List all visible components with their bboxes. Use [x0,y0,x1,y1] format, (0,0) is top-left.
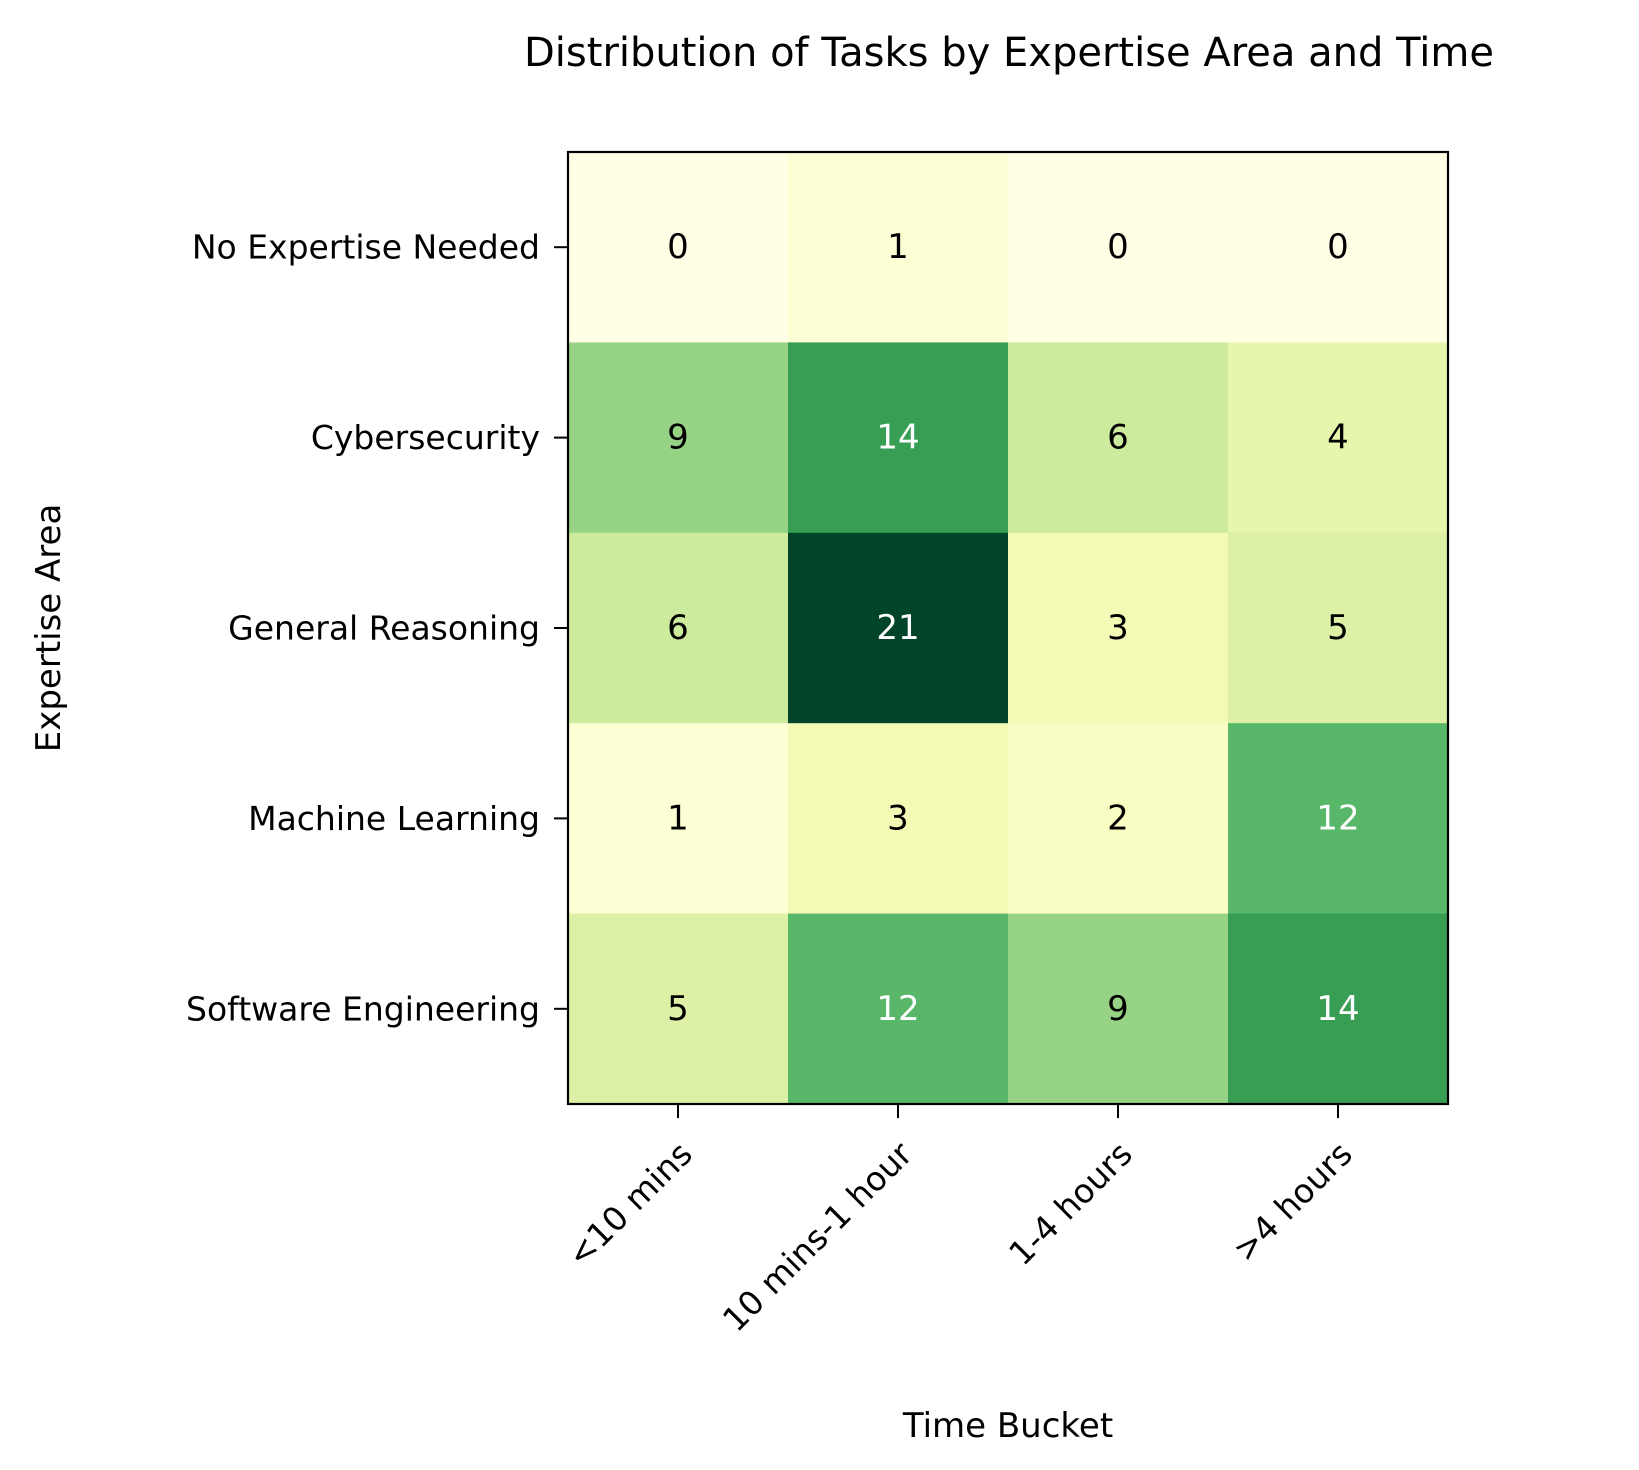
heatmap-cell [1228,913,1449,1105]
y-tick-label: Cybersecurity [311,418,540,457]
heatmap-cell [788,723,1009,915]
cell-value-label: 5 [1327,608,1349,648]
cell-value-label: 4 [1327,418,1349,458]
y-tick-label: Machine Learning [248,799,540,838]
heatmap-cell [1008,152,1229,343]
heatmap-cell [788,532,1009,724]
heatmap-cell [1008,913,1229,1105]
cell-value-label: 14 [876,418,919,458]
y-tick-label: Software Engineering [186,989,540,1028]
x-tick-label: >4 hours [1225,1134,1360,1269]
x-axis-label: Time Bucket [902,1406,1113,1446]
cell-value-label: 9 [667,418,689,458]
y-axis-ticks: No Expertise Needed Cybersecurity General … [186,228,568,1028]
cell-value-label: 3 [887,798,909,838]
heatmap-cell [1228,152,1449,343]
x-tick-label: 1-4 hours [1001,1134,1140,1273]
x-tick-label: <10 mins [559,1134,699,1274]
heatmap-cell [788,913,1009,1105]
cell-value-label: 0 [667,227,689,267]
cell-value-label: 14 [1316,989,1359,1029]
cell-value-label: 21 [876,608,919,648]
heatmap-cell [1008,342,1229,534]
heatmap-cell [1228,342,1449,534]
chart-title: Distribution of Tasks by Expertise Area … [524,30,1494,76]
x-axis-ticks: <10 mins 10 mins-1 hour 1-4 hours >4 hours [559,1104,1360,1339]
heatmap-cell [1228,723,1449,915]
cell-value-label: 5 [667,989,689,1029]
cell-value-label: 1 [887,227,909,267]
x-tick-label: 10 mins-1 hour [715,1134,920,1339]
heatmap-cell [568,342,789,534]
heatmap-cell [1008,532,1229,724]
y-tick-label: No Expertise Needed [192,228,540,267]
y-axis-label: Expertise Area [29,504,69,753]
cell-value-label: 1 [667,798,689,838]
cell-value-label: 0 [1327,227,1349,267]
cell-value-label: 0 [1107,227,1129,267]
cell-value-label: 6 [667,608,689,648]
cell-value-label: 2 [1107,798,1129,838]
y-tick-label: General Reasoning [228,609,540,648]
heatmap-cell [1228,532,1449,724]
heatmap-cell [568,532,789,724]
heatmap-cell [568,152,789,343]
cell-value-label: 9 [1107,989,1129,1029]
heatmap-cell [788,152,1009,343]
heatmap-cell [1008,723,1229,915]
heatmap-cell [568,913,789,1105]
heatmap-cells [568,152,1449,1105]
heatmap-cell [568,723,789,915]
heatmap-cell [788,342,1009,534]
heatmap-cell-labels: 0 1 0 0 9 14 6 4 6 21 3 5 1 3 2 12 5 12 9 14 [667,227,1359,1029]
cell-value-label: 12 [876,989,919,1029]
cell-value-label: 3 [1107,608,1129,648]
cell-value-label: 12 [1316,798,1359,838]
cell-value-label: 6 [1107,418,1129,458]
